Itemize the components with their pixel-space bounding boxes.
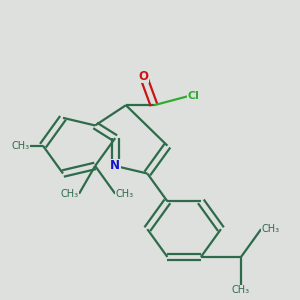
Text: CH₃: CH₃ — [232, 285, 250, 295]
Text: O: O — [138, 70, 148, 83]
Text: Cl: Cl — [188, 92, 199, 101]
Text: CH₃: CH₃ — [115, 189, 133, 199]
Text: CH₃: CH₃ — [11, 141, 29, 151]
Text: CH₃: CH₃ — [261, 224, 279, 234]
Text: N: N — [110, 159, 120, 172]
Text: CH₃: CH₃ — [61, 189, 79, 199]
